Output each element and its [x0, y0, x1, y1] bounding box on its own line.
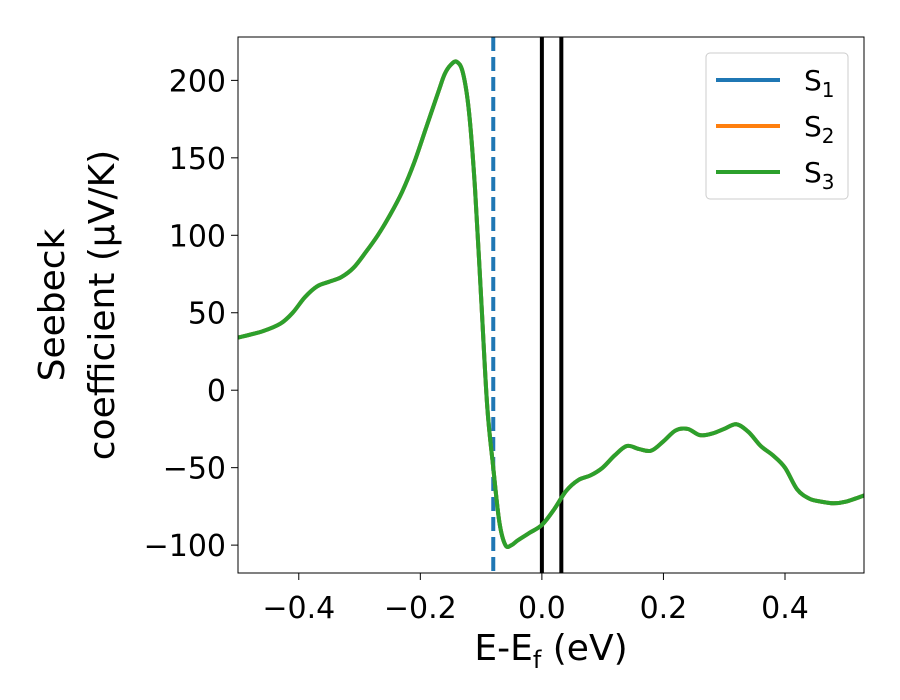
- y-tick-label: 100: [169, 219, 226, 254]
- y-axis: −100 −50 0 50 100 150 200: [144, 64, 238, 564]
- y-tick-label: 50: [188, 297, 226, 332]
- y-tick-label: 200: [169, 64, 226, 99]
- y-tick-label: −50: [163, 452, 226, 487]
- legend-label-s2: S2: [804, 110, 835, 148]
- y-axis-label: Seebeck coefficient (μV/K): [32, 150, 123, 460]
- x-axis-label: E-Ef (eV): [474, 628, 627, 674]
- legend-label-s1: S1: [804, 64, 835, 102]
- y-axis-label-line2: coefficient (μV/K): [82, 150, 123, 460]
- legend: S1 S2 S3: [705, 52, 849, 200]
- series-line-s3: [238, 59, 864, 549]
- y-tick-label: 150: [169, 142, 226, 177]
- legend-label-s3: S3: [804, 156, 835, 194]
- y-axis-label-line1: Seebeck: [32, 228, 73, 381]
- x-axis: −0.4 −0.2 0.0 0.2 0.4: [262, 573, 809, 626]
- y-tick-label: 0: [207, 374, 226, 409]
- series-lines: [238, 59, 864, 549]
- x-tick-label: −0.4: [262, 591, 335, 626]
- x-tick-label: 0.4: [761, 591, 809, 626]
- x-tick-label: −0.2: [384, 591, 457, 626]
- x-tick-label: 0.0: [518, 591, 566, 626]
- reference-lines: [491, 37, 564, 573]
- plot-frame: [237, 36, 865, 574]
- y-tick-label: −100: [144, 529, 226, 564]
- x-tick-label: 0.2: [640, 591, 688, 626]
